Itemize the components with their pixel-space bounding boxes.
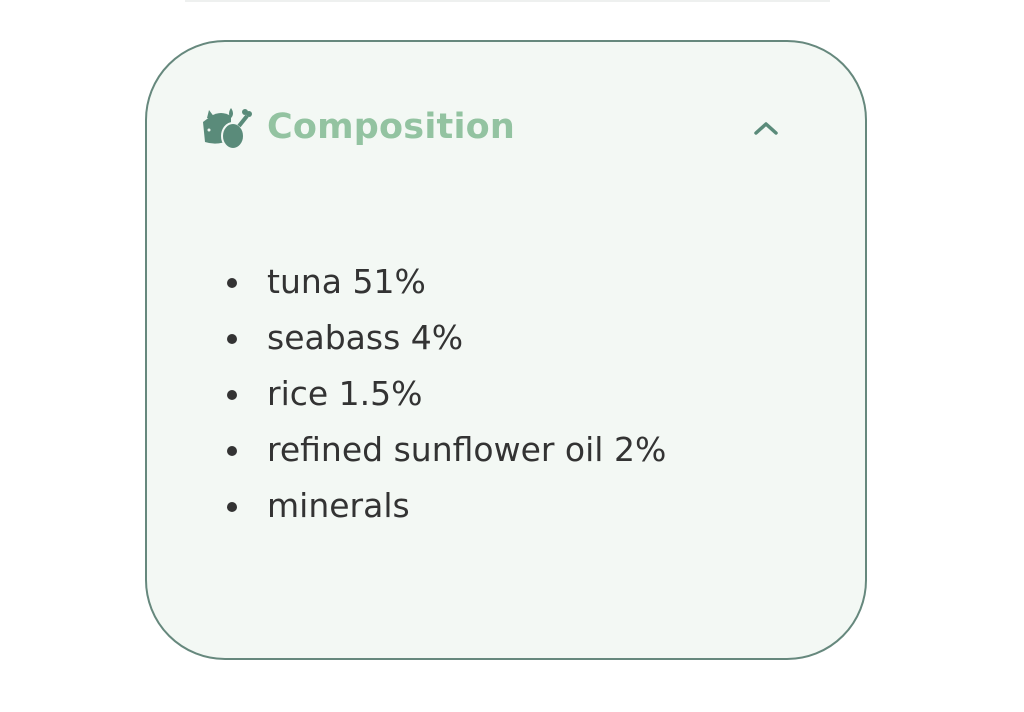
list-item: seabass 4% [226, 310, 666, 366]
list-item: rice 1.5% [226, 366, 666, 422]
list-item: refined sunflower oil 2% [226, 422, 666, 478]
chevron-up-icon[interactable] [751, 118, 781, 138]
list-item: tuna 51% [226, 254, 666, 310]
composition-list: tuna 51% seabass 4% rice 1.5% refined su… [226, 254, 666, 534]
divider [185, 0, 830, 2]
fish-chicken-icon [203, 108, 252, 150]
list-item: minerals [226, 478, 666, 534]
accordion-header[interactable]: Composition [201, 104, 515, 150]
section-title: Composition [267, 107, 516, 147]
composition-accordion: Composition tuna 51% seabass 4% rice 1.5… [145, 40, 867, 660]
